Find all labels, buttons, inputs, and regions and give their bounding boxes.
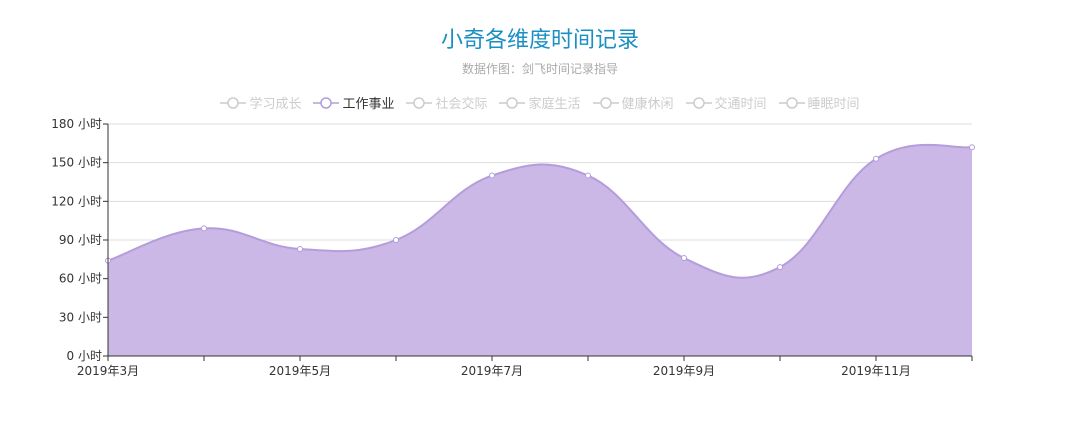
x-tick-label: 2019年9月 [653,364,715,378]
legend-item-work[interactable]: 工作事业 [313,93,394,112]
data-point [297,246,303,253]
legend-label: 健康休闲 [621,97,674,112]
x-tick-label: 2019年11月 [841,364,911,378]
legend: 学习成长 工作事业 社会交际 家庭生活 健康休闲 交通时间 睡眠时间 [0,93,1080,112]
y-tick-label: 180 小时 [51,117,102,131]
legend-line-circle-icon [592,96,619,109]
data-point [681,255,687,262]
legend-label: 社会交际 [435,97,488,112]
legend-label: 学习成长 [249,97,302,112]
data-point [585,172,591,179]
legend-line-circle-icon [313,96,340,109]
series-area [108,144,972,356]
y-tick-label: 150 小时 [51,156,102,170]
y-tick-label: 60 小时 [59,272,102,286]
y-tick-label: 90 小时 [59,233,102,247]
x-tick-label: 2019年7月 [461,364,523,378]
legend-item-transport[interactable]: 交通时间 [685,93,767,112]
legend-label: 工作事业 [342,97,395,112]
chart-subtitle: 数据作图：剑飞时间记录指导 [461,62,618,76]
legend-line-circle-icon [778,96,805,109]
data-point [969,144,975,151]
series-line [107,143,973,279]
legend-line-circle-icon [499,96,526,109]
x-tick-label: 2019年3月 [77,364,139,378]
legend-label: 家庭生活 [528,97,581,112]
legend-line-circle-icon [406,96,433,109]
data-point [777,264,783,271]
data-point [489,172,495,179]
legend-label: 睡眠时间 [807,97,860,112]
legend-line-circle-icon [685,96,712,109]
legend-item-social[interactable]: 社会交际 [406,93,487,112]
data-point [393,237,399,243]
legend-label: 交通时间 [714,97,767,112]
legend-item-sleep[interactable]: 睡眠时间 [778,93,860,112]
data-point [873,155,879,162]
legend-item-study[interactable]: 学习成长 [220,93,301,112]
chart-title: 小奇各维度时间记录 [440,28,639,53]
y-tick-label: 120 小时 [51,194,102,208]
legend-item-family[interactable]: 家庭生活 [499,93,581,112]
legend-line-circle-icon [220,96,247,109]
legend-item-health[interactable]: 健康休闲 [592,93,674,112]
x-tick-label: 2019年5月 [269,364,331,378]
data-point [201,225,207,232]
y-tick-label: 30 小时 [59,310,102,324]
y-tick-label: 0 小时 [67,349,102,363]
